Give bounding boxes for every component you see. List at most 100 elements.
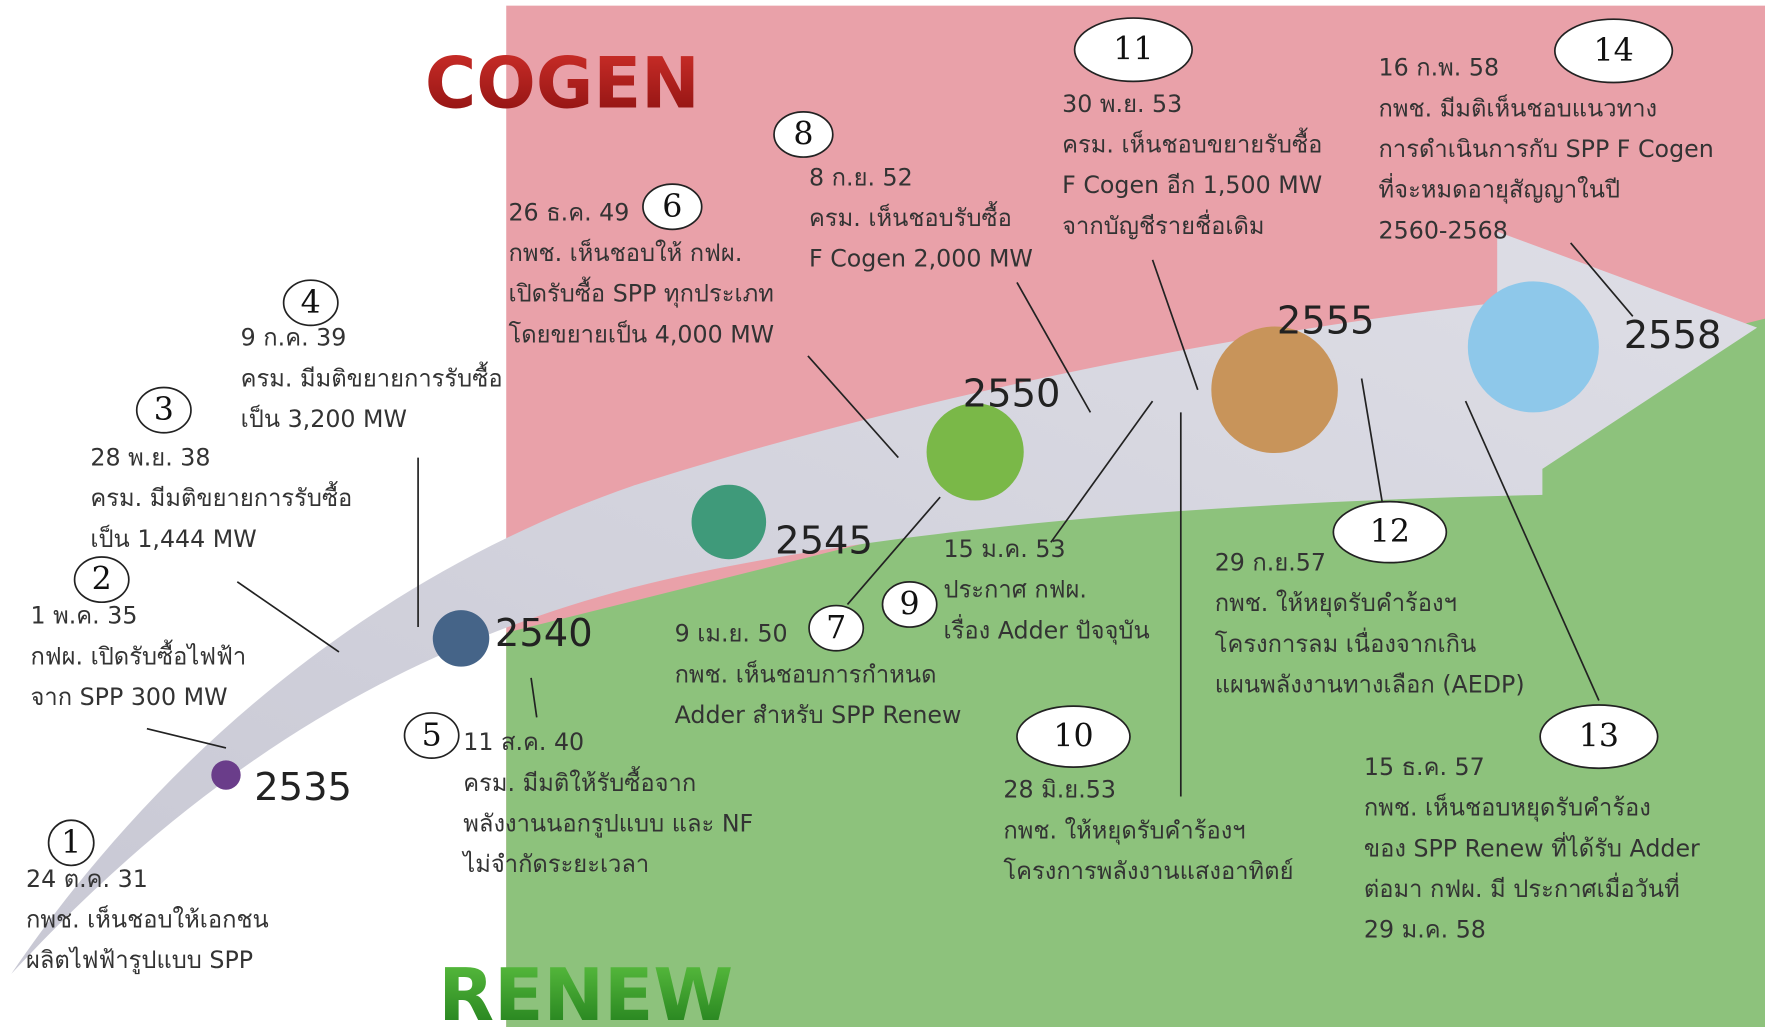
event-text: ครม. มีมติให้รับซื้อจาก <box>463 766 696 797</box>
pointer-line <box>1569 242 1634 317</box>
event-date: 9 เม.ย. 50 <box>675 620 788 648</box>
event-number: 9 <box>900 586 920 622</box>
event-number: 13 <box>1579 719 1619 755</box>
event-number-bubble <box>1539 704 1659 770</box>
year-label: 2555 <box>1277 298 1375 343</box>
event-text: ของ SPP Renew ที่ได้รับ Adder <box>1364 831 1700 862</box>
event-date: 30 พ.ย. 53 <box>1062 90 1182 118</box>
event-text: 29 ม.ค. 58 <box>1364 916 1486 944</box>
renew-title: RENEW <box>438 954 733 1027</box>
event-text: ครม. มีมติขยายการรับซื้อ <box>241 361 503 392</box>
event-text: ต่อมา กฟผ. มี ประกาศเมื่อวันที่ <box>1364 872 1680 903</box>
event-text: กพช. เห็นชอบให้เอกชน <box>26 905 269 934</box>
event-text: จากบัญชีรายชื่อเดิม <box>1062 209 1264 240</box>
event-text: เป็น 1,444 MW <box>90 524 256 553</box>
event-date: 1 พ.ค. 35 <box>31 602 138 630</box>
pointer-line <box>1151 259 1199 391</box>
event-text: ครม. มีมติขยายการรับซื้อ <box>90 481 352 512</box>
event-number: 7 <box>826 610 846 646</box>
event-date: 8 ก.ย. 52 <box>809 163 913 191</box>
event-number: 2 <box>92 562 112 598</box>
event-text: โดยขยายเป็น 4,000 MW <box>508 319 774 348</box>
event-text: กพช. เห็นชอบให้ กฟผ. <box>508 238 742 267</box>
event-text: พลังงานนอกรูปแบบ และ NF <box>463 810 753 839</box>
year-dot <box>691 484 767 560</box>
event-text: โครงการลม เนื่องจากเกิน <box>1215 627 1476 658</box>
cogen-title: COGEN <box>425 42 700 124</box>
pointer-line <box>1050 400 1154 543</box>
event-text: กฟผ. เปิดรับซื้อไฟฟ้า <box>31 639 247 670</box>
event-number-bubble <box>1073 17 1193 83</box>
event-text: กพช. เห็นชอบหยุดรับคำร้อง <box>1364 793 1651 822</box>
pointer-line <box>146 727 227 749</box>
event-text: 2560-2568 <box>1379 216 1508 244</box>
event-number-bubble <box>135 386 192 434</box>
pointer-line <box>1360 378 1386 515</box>
event-date: 15 ม.ค. 53 <box>944 535 1066 563</box>
event-date: 24 ต.ค. 31 <box>26 865 148 893</box>
event-text: ผลิตไฟฟ้ารูปแบบ SPP <box>26 946 253 975</box>
year-label: 2545 <box>775 519 873 564</box>
event-number-bubble <box>73 556 130 604</box>
event-number: 11 <box>1113 32 1153 68</box>
year-label: 2535 <box>254 765 352 810</box>
event-text: กพช. ให้หยุดรับคำร้องฯ <box>1003 816 1245 844</box>
event-number-bubble <box>47 819 95 867</box>
event-number-bubble <box>1553 18 1674 84</box>
event-text: แผนพลังงานทางเลือก (AEDP) <box>1215 671 1525 699</box>
event-number-bubble <box>642 183 703 231</box>
year-label: 2550 <box>963 372 1061 417</box>
event-number: 10 <box>1053 719 1093 755</box>
event-text: เปิดรับซื้อ SPP ทุกประเภท <box>508 277 773 308</box>
pointer-line <box>1016 282 1092 413</box>
pointer-line <box>1464 400 1600 701</box>
event-number: 14 <box>1593 33 1633 69</box>
year-label: 2558 <box>1624 313 1722 358</box>
event-date: 29 ก.ย.57 <box>1215 549 1326 577</box>
year-label: 2540 <box>495 611 593 656</box>
event-text: จาก SPP 300 MW <box>31 683 228 711</box>
event-date: 28 พ.ย. 38 <box>90 443 210 471</box>
event-text: F Cogen 2,000 MW <box>809 245 1033 273</box>
event-number-bubble <box>881 581 938 628</box>
event-text: ครม. เห็นชอบขยายรับซื้อ <box>1062 128 1322 159</box>
content: 2535 2540 2545 2550 2555 2558 1 24 ต.ค. 31 กพช. … <box>26 17 1722 975</box>
event-text: กพช. ให้หยุดรับคำร้องฯ <box>1215 589 1457 617</box>
event-date: 11 ส.ค. 40 <box>463 728 584 756</box>
event-number: 8 <box>793 116 813 152</box>
event-text: Adder สำหรับ SPP Renew <box>675 701 962 729</box>
event-date: 16 ก.พ. 58 <box>1379 54 1500 82</box>
event-text: โครงการพลังงานแสงอาทิตย์ <box>1003 857 1293 885</box>
event-number-bubble <box>773 111 834 158</box>
event-number: 12 <box>1370 514 1410 550</box>
event-number-bubble <box>282 279 339 327</box>
event-number-bubble <box>403 712 460 759</box>
event-number-bubble <box>808 604 865 652</box>
year-dot <box>211 760 241 790</box>
year-dot <box>1467 281 1599 413</box>
event-number: 3 <box>154 392 174 428</box>
event-date: 26 ธ.ค. 49 <box>508 198 629 226</box>
event-number-bubble <box>1016 705 1131 768</box>
event-number-bubble <box>1332 500 1448 564</box>
year-dot <box>432 610 490 667</box>
event-text: F Cogen อีก 1,500 MW <box>1062 171 1322 199</box>
event-date: 9 ก.ค. 39 <box>241 324 347 352</box>
event-text: ครม. เห็นชอบรับซื้อ <box>809 201 1012 232</box>
event-number: 4 <box>301 285 321 321</box>
event-text: ที่จะหมดอายุสัญญาในปี <box>1379 173 1621 204</box>
event-date: 15 ธ.ค. 57 <box>1364 753 1485 781</box>
pointer-line <box>807 355 899 459</box>
pointer-line <box>530 677 538 718</box>
event-text: ประกาศ กฟผ. <box>944 576 1087 604</box>
pointer-line <box>846 496 941 606</box>
event-text: กพช. เห็นชอบการกำหนด <box>675 659 937 688</box>
event-number: 5 <box>422 718 442 754</box>
event-text: กพช. มีมติเห็นชอบแนวทาง <box>1379 93 1658 122</box>
event-number: 1 <box>61 825 81 861</box>
pointer-line <box>236 581 340 653</box>
event-number: 6 <box>662 189 682 225</box>
event-text: ไม่จำกัดระยะเวลา <box>461 850 649 878</box>
event-text: เป็น 3,200 MW <box>241 404 407 433</box>
